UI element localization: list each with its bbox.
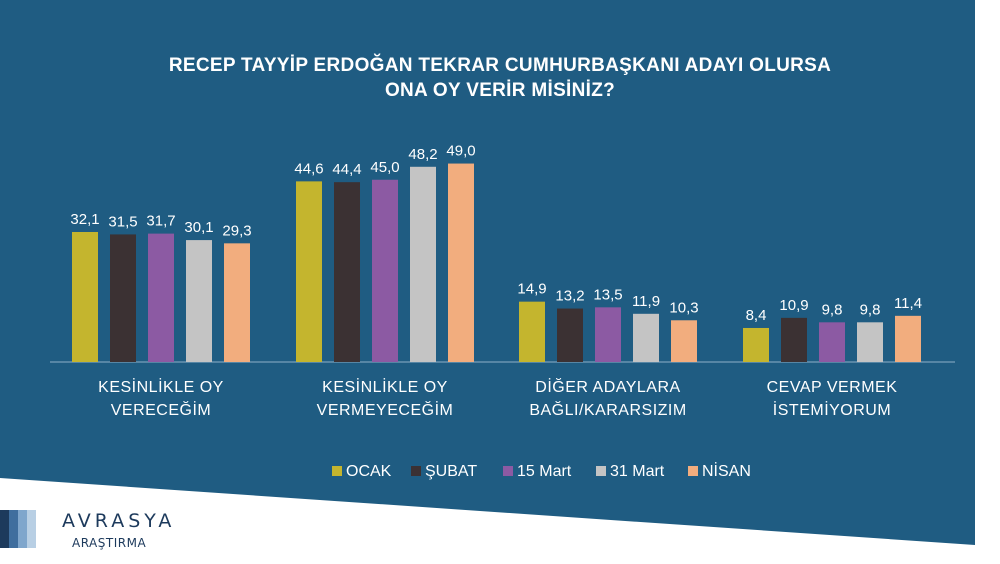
avrasya-logo: AVRASYA ARAŞTIRMA bbox=[0, 508, 220, 564]
logo-brand-text: AVRASYA bbox=[62, 510, 176, 532]
bar-1-0 bbox=[110, 234, 136, 362]
bar-4-0 bbox=[224, 243, 250, 362]
chart-title-line-2: ONA OY VERİR MİSİNİZ? bbox=[384, 80, 616, 101]
bar-2-3 bbox=[819, 322, 845, 362]
value-label-3-2: 11,9 bbox=[632, 293, 660, 310]
legend-label-2: 15 Mart bbox=[517, 463, 572, 480]
logo-stripe-2 bbox=[18, 510, 27, 548]
value-label-3-3: 9,8 bbox=[860, 301, 881, 318]
category-labels-group: KESİNLİKLE OY VERECEĞİM KESİNLİKLE OY VERME… bbox=[98, 377, 897, 419]
bar-3-1 bbox=[410, 166, 436, 362]
legend-swatch-1 bbox=[411, 466, 421, 476]
chart-title-line-1: RECEP TAYYİP ERDOĞAN TEKRAR CUMHURBAŞKAN… bbox=[168, 55, 832, 76]
value-label-2-3: 9,8 bbox=[822, 301, 843, 318]
value-label-4-2: 10,3 bbox=[669, 299, 698, 316]
value-label-2-0: 31,7 bbox=[146, 213, 175, 230]
legend-label-4: NİSAN bbox=[702, 461, 751, 480]
value-label-0-3: 8,4 bbox=[746, 307, 767, 324]
bar-0-2 bbox=[519, 301, 545, 362]
bar-2-0 bbox=[148, 233, 174, 362]
legend-swatch-0 bbox=[332, 466, 342, 476]
logo-stripe-3 bbox=[27, 510, 36, 548]
bar-1-2 bbox=[557, 308, 583, 362]
bar-2-2 bbox=[595, 307, 621, 362]
bar-4-1 bbox=[448, 163, 474, 362]
legend-swatch-3 bbox=[596, 466, 606, 476]
value-label-1-1: 44,4 bbox=[332, 161, 361, 178]
legend-swatch-4 bbox=[688, 466, 698, 476]
category-label-0-line-1: VERECEĞİM bbox=[111, 400, 212, 419]
category-label-0-line-0: KESİNLİKLE OY bbox=[98, 377, 224, 396]
bar-0-0 bbox=[72, 231, 98, 362]
value-label-2-1: 45,0 bbox=[370, 159, 399, 176]
value-label-1-0: 31,5 bbox=[108, 213, 137, 230]
bar-1-1 bbox=[334, 182, 360, 362]
bar-4-2 bbox=[671, 320, 697, 362]
bar-0-3 bbox=[743, 327, 769, 362]
bar-1-3 bbox=[781, 317, 807, 362]
category-label-2-line-1: BAĞLI/KARARSIZIM bbox=[529, 400, 686, 419]
bar-0-1 bbox=[296, 181, 322, 362]
category-label-2-line-0: DİĞER ADAYLARA bbox=[535, 377, 680, 396]
legend-label-1: ŞUBAT bbox=[425, 463, 477, 480]
legend: OCAK ŞUBAT 15 Mart 31 Mart NİSAN bbox=[332, 461, 751, 480]
value-label-3-1: 48,2 bbox=[408, 146, 437, 163]
value-labels-group: 32,1 44,6 14,9 8,4 31,5 44,4 13,2 10,9 31,7 45,0 1… bbox=[70, 143, 922, 324]
category-label-1-line-1: VERMEYECEĞİM bbox=[317, 400, 454, 419]
value-label-3-0: 30,1 bbox=[184, 219, 213, 236]
logo-sub-text: ARAŞTIRMA bbox=[72, 536, 147, 550]
bar-4-3 bbox=[895, 315, 921, 362]
legend-label-0: OCAK bbox=[346, 463, 392, 480]
logo-stripe-0 bbox=[0, 510, 9, 548]
value-label-1-2: 13,2 bbox=[555, 288, 584, 305]
value-label-4-1: 49,0 bbox=[446, 143, 475, 160]
value-label-0-0: 32,1 bbox=[70, 211, 99, 228]
legend-swatch-2 bbox=[503, 466, 513, 476]
bar-3-0 bbox=[186, 240, 212, 362]
legend-label-3: 31 Mart bbox=[610, 463, 665, 480]
bar-2-1 bbox=[372, 179, 398, 362]
category-label-3-line-0: CEVAP VERMEK bbox=[767, 379, 898, 396]
value-label-0-1: 44,6 bbox=[294, 160, 323, 177]
category-label-1-line-0: KESİNLİKLE OY bbox=[322, 377, 448, 396]
value-label-0-2: 14,9 bbox=[517, 281, 546, 298]
value-label-4-3: 11,4 bbox=[894, 295, 922, 312]
value-label-1-3: 10,9 bbox=[779, 297, 808, 314]
logo-stripes bbox=[0, 510, 36, 553]
value-label-2-2: 13,5 bbox=[593, 286, 622, 303]
bar-3-3 bbox=[857, 322, 883, 362]
slide-background bbox=[0, 0, 975, 545]
bar-3-2 bbox=[633, 313, 659, 362]
bars-group bbox=[72, 163, 921, 362]
value-label-4-0: 29,3 bbox=[222, 222, 251, 239]
logo-stripe-1 bbox=[9, 510, 18, 548]
category-label-3-line-1: İSTEMİYORUM bbox=[773, 400, 891, 419]
